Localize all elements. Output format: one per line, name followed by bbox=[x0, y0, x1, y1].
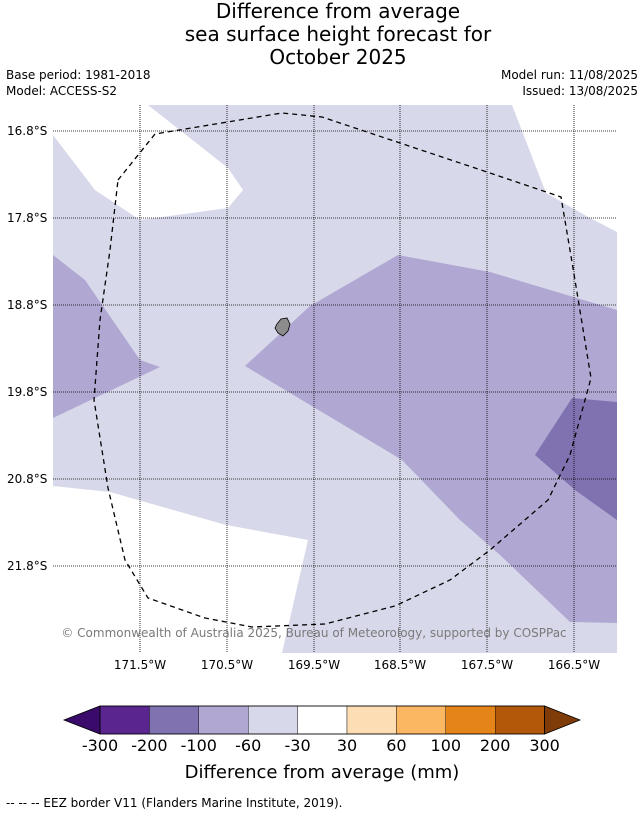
anomaly-field bbox=[53, 105, 617, 653]
colorbar-segment bbox=[445, 705, 496, 735]
colorbar-tick-label: 300 bbox=[529, 736, 560, 755]
run-info: Model run: 11/08/2025 Issued: 13/08/2025 bbox=[501, 67, 638, 99]
colorbar-tick-label: 30 bbox=[337, 736, 357, 755]
lat-label: 21.8°S bbox=[7, 559, 47, 573]
island-shape bbox=[274, 317, 291, 337]
colorbar-segment bbox=[495, 705, 545, 735]
colorbar-segment bbox=[198, 705, 249, 735]
colorbar-tick-label: -30 bbox=[285, 736, 311, 755]
latitude-labels: 16.8°S 17.8°S 18.8°S 19.8°S 20.8°S 21.8°… bbox=[7, 124, 47, 573]
model-run: Model run: 11/08/2025 bbox=[500, 68, 638, 82]
lon-label: 167.5°W bbox=[461, 658, 513, 672]
map-title: Difference from average sea surface heig… bbox=[0, 0, 644, 69]
colorbar-segment bbox=[396, 705, 446, 735]
colorbar bbox=[62, 705, 582, 735]
band-dark-east bbox=[535, 398, 617, 520]
issued-date: Issued: 13/08/2025 bbox=[522, 84, 638, 98]
lon-label: 168.5°W bbox=[374, 658, 426, 672]
colorbar-segment bbox=[297, 705, 348, 735]
lat-label: 16.8°S bbox=[7, 124, 47, 138]
colorbar-segment bbox=[247, 705, 298, 735]
base-info: Base period: 1981-2018 Model: ACCESS-S2 bbox=[6, 67, 151, 99]
longitude-labels: 171.5°W 170.5°W 169.5°W 168.5°W 167.5°W … bbox=[114, 658, 600, 672]
lon-label: 166.5°W bbox=[548, 658, 600, 672]
lon-label: 170.5°W bbox=[201, 658, 253, 672]
colorbar-tick-label: -60 bbox=[235, 736, 261, 755]
eez-border bbox=[93, 112, 592, 628]
colorbar-segment bbox=[99, 705, 150, 735]
colorbar-tick-label: 60 bbox=[386, 736, 406, 755]
colorbar-extend-high bbox=[544, 705, 582, 735]
colorbar-tick-label: 100 bbox=[431, 736, 462, 755]
lon-label: 171.5°W bbox=[114, 658, 166, 672]
colorbar-tick-label: -300 bbox=[82, 736, 118, 755]
graticule bbox=[53, 105, 617, 653]
base-period: Base period: 1981-2018 bbox=[6, 68, 151, 82]
colorbar-outline bbox=[99, 705, 546, 735]
colorbar-ticks: -300 -200 -100 -60 -30 30 60 100 200 300 bbox=[82, 736, 560, 755]
title-line-3: October 2025 bbox=[269, 45, 407, 69]
lat-label: 18.8°S bbox=[7, 298, 47, 312]
lat-label: 19.8°S bbox=[7, 385, 47, 399]
colorbar-segment bbox=[346, 705, 397, 735]
copyright-text: © Commonwealth of Australia 2025, Bureau… bbox=[61, 626, 566, 640]
band-medium-east bbox=[245, 255, 617, 623]
white-patch-southwest bbox=[53, 486, 308, 653]
colorbar-extend-low bbox=[62, 705, 101, 735]
lat-label: 20.8°S bbox=[7, 472, 47, 486]
lat-label: 17.8°S bbox=[7, 211, 47, 225]
colorbar-segment bbox=[149, 705, 199, 735]
colorbar-tick-label: -200 bbox=[131, 736, 167, 755]
colorbar-tick-label: 200 bbox=[480, 736, 511, 755]
title-line-2: sea surface height forecast for bbox=[184, 22, 492, 46]
title-line-1: Difference from average bbox=[215, 0, 461, 23]
colorbar-label: Difference from average (mm) bbox=[185, 762, 460, 783]
lon-label: 169.5°W bbox=[288, 658, 340, 672]
colorbar-tick-label: -100 bbox=[181, 736, 217, 755]
eez-footnote: -- -- -- EEZ border V11 (Flanders Marine… bbox=[6, 796, 343, 810]
white-patch-northeast bbox=[512, 105, 617, 232]
band-medium-west bbox=[53, 255, 160, 418]
model-name: Model: ACCESS-S2 bbox=[6, 84, 118, 98]
white-patch-north bbox=[53, 105, 243, 220]
